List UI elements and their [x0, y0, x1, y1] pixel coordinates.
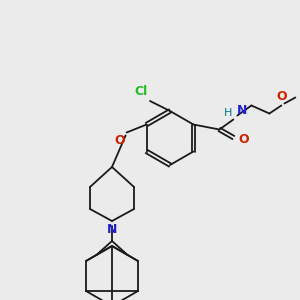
Text: H: H	[224, 107, 232, 118]
Text: N: N	[236, 103, 247, 116]
Text: N: N	[107, 223, 117, 236]
Text: O: O	[238, 133, 249, 146]
Text: Cl: Cl	[135, 85, 148, 98]
Text: O: O	[276, 91, 287, 103]
Text: O: O	[114, 134, 124, 148]
